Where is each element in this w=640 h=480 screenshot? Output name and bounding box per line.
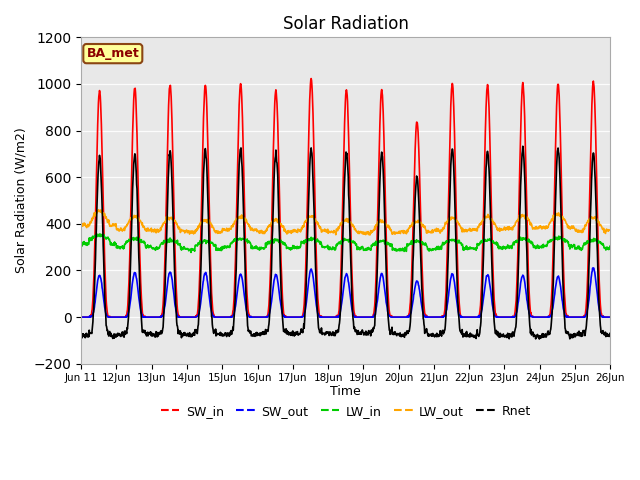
- SW_in: [497, 314, 504, 320]
- Line: Rnet: Rnet: [81, 146, 610, 339]
- Rnet: [254, 331, 262, 336]
- Rnet: [195, 314, 203, 320]
- LW_in: [255, 246, 262, 252]
- SW_in: [606, 314, 614, 320]
- LW_out: [255, 228, 262, 234]
- X-axis label: Time: Time: [330, 385, 361, 398]
- Line: LW_out: LW_out: [81, 210, 610, 235]
- SW_out: [606, 314, 614, 320]
- SW_in: [77, 314, 85, 320]
- Rnet: [497, 331, 504, 336]
- SW_out: [195, 311, 203, 317]
- LW_out: [366, 232, 374, 238]
- Rnet: [519, 144, 527, 149]
- LW_in: [544, 239, 552, 244]
- LW_out: [195, 224, 203, 229]
- Line: SW_out: SW_out: [81, 268, 610, 317]
- SW_in: [428, 314, 435, 320]
- SW_out: [77, 314, 85, 320]
- SW_in: [195, 295, 203, 301]
- Legend: SW_in, SW_out, LW_in, LW_out, Rnet: SW_in, SW_out, LW_in, LW_out, Rnet: [156, 400, 536, 423]
- LW_in: [497, 246, 505, 252]
- Text: BA_met: BA_met: [86, 47, 139, 60]
- Title: Solar Radiation: Solar Radiation: [283, 15, 408, 33]
- LW_in: [187, 250, 195, 255]
- LW_in: [428, 247, 436, 253]
- SW_out: [590, 265, 598, 271]
- SW_in: [254, 314, 262, 320]
- Rnet: [428, 333, 435, 339]
- LW_in: [196, 241, 204, 247]
- LW_in: [97, 231, 104, 237]
- Line: LW_in: LW_in: [81, 234, 610, 252]
- SW_out: [543, 314, 551, 320]
- Rnet: [606, 331, 614, 336]
- LW_in: [77, 242, 85, 248]
- LW_in: [182, 246, 190, 252]
- SW_out: [254, 314, 262, 320]
- SW_out: [497, 314, 504, 320]
- LW_out: [428, 228, 436, 234]
- LW_in: [606, 243, 614, 249]
- SW_in: [543, 314, 551, 320]
- Rnet: [77, 335, 85, 341]
- LW_out: [77, 221, 85, 227]
- Rnet: [544, 329, 552, 335]
- SW_in: [307, 76, 315, 82]
- LW_out: [606, 227, 614, 233]
- Rnet: [536, 336, 543, 342]
- LW_out: [497, 227, 505, 233]
- SW_out: [182, 314, 189, 320]
- Rnet: [182, 332, 189, 338]
- Line: SW_in: SW_in: [81, 79, 610, 317]
- LW_out: [182, 228, 190, 234]
- LW_out: [544, 224, 552, 229]
- LW_out: [95, 207, 102, 213]
- SW_out: [428, 314, 435, 320]
- SW_in: [182, 314, 189, 320]
- Y-axis label: Solar Radiation (W/m2): Solar Radiation (W/m2): [15, 128, 28, 274]
